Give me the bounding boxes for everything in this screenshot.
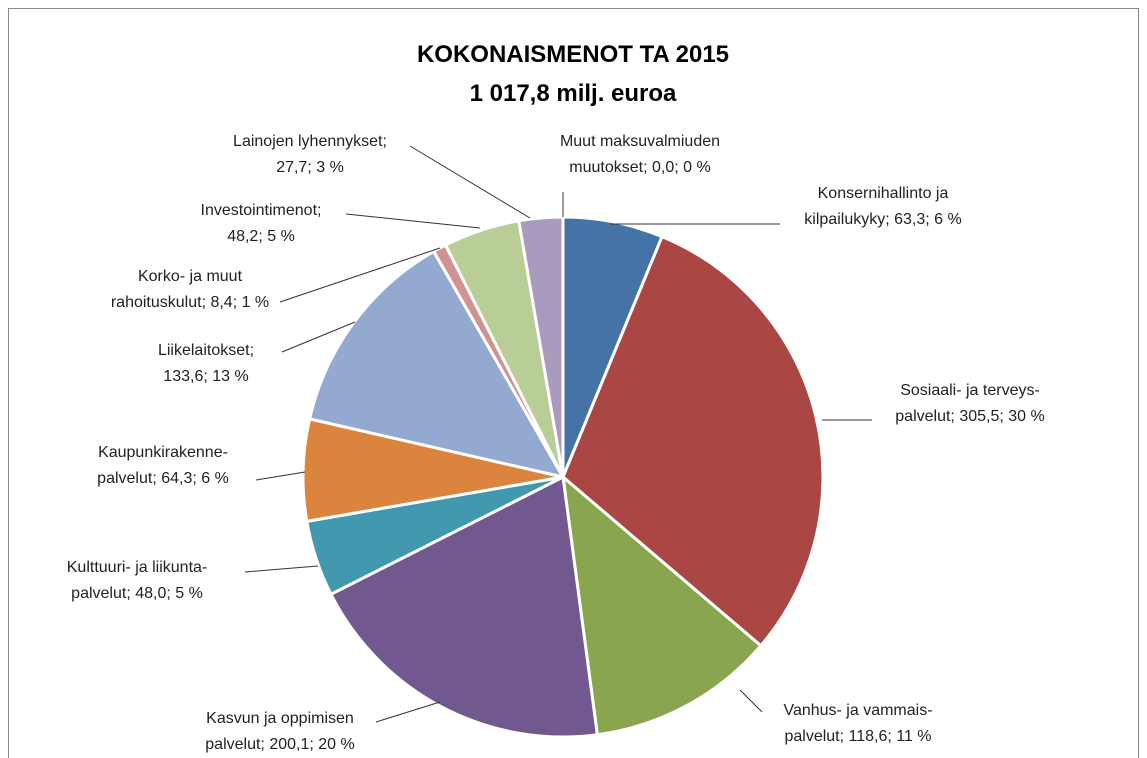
data-label: palvelut; 64,3; 6 % bbox=[97, 470, 229, 487]
data-label: Konsernihallinto ja bbox=[818, 185, 949, 202]
data-label: Kaupunkirakenne- bbox=[98, 444, 228, 461]
leader-line bbox=[739, 689, 763, 713]
data-label: 27,7; 3 % bbox=[276, 159, 344, 176]
leader-line bbox=[281, 321, 356, 353]
data-label: palvelut; 200,1; 20 % bbox=[205, 736, 354, 753]
chart-title: KOKONAISMENOT TA 2015 bbox=[417, 41, 729, 68]
leader-line bbox=[279, 247, 441, 303]
data-label: palvelut; 48,0; 5 % bbox=[71, 585, 203, 602]
data-label: 133,6; 13 % bbox=[163, 368, 248, 385]
pie-slice bbox=[560, 473, 763, 737]
data-label: kilpailukyky; 63,3; 6 % bbox=[804, 211, 961, 228]
pie-slice bbox=[328, 474, 600, 739]
data-label: 48,2; 5 % bbox=[227, 228, 295, 245]
data-label: Liikelaitokset; bbox=[158, 342, 254, 359]
leader-line bbox=[409, 145, 531, 219]
data-label: Muut maksuvalmiuden bbox=[560, 133, 720, 150]
pie-slice bbox=[561, 234, 825, 648]
data-label: Korko- ja muut bbox=[138, 268, 243, 285]
data-label: palvelut; 305,5; 30 % bbox=[895, 408, 1044, 425]
data-label: Kasvun ja oppimisen bbox=[206, 710, 354, 727]
leader-line bbox=[375, 701, 441, 723]
data-label: palvelut; 118,6; 11 % bbox=[784, 728, 931, 745]
data-label: muutokset; 0,0; 0 % bbox=[569, 159, 710, 176]
data-label: rahoituskulut; 8,4; 1 % bbox=[111, 294, 269, 311]
leader-line bbox=[244, 565, 319, 573]
data-label: Lainojen lyhennykset; bbox=[233, 133, 387, 150]
leader-line bbox=[255, 471, 306, 481]
chart-subtitle: 1 017,8 milj. euroa bbox=[470, 80, 677, 107]
data-label: Kulttuuri- ja liikunta- bbox=[67, 559, 208, 576]
data-label: Vanhus- ja vammais- bbox=[783, 702, 932, 719]
data-label: Sosiaali- ja terveys- bbox=[900, 382, 1040, 399]
leader-line bbox=[345, 213, 481, 229]
data-label: Investointimenot; bbox=[201, 202, 322, 219]
